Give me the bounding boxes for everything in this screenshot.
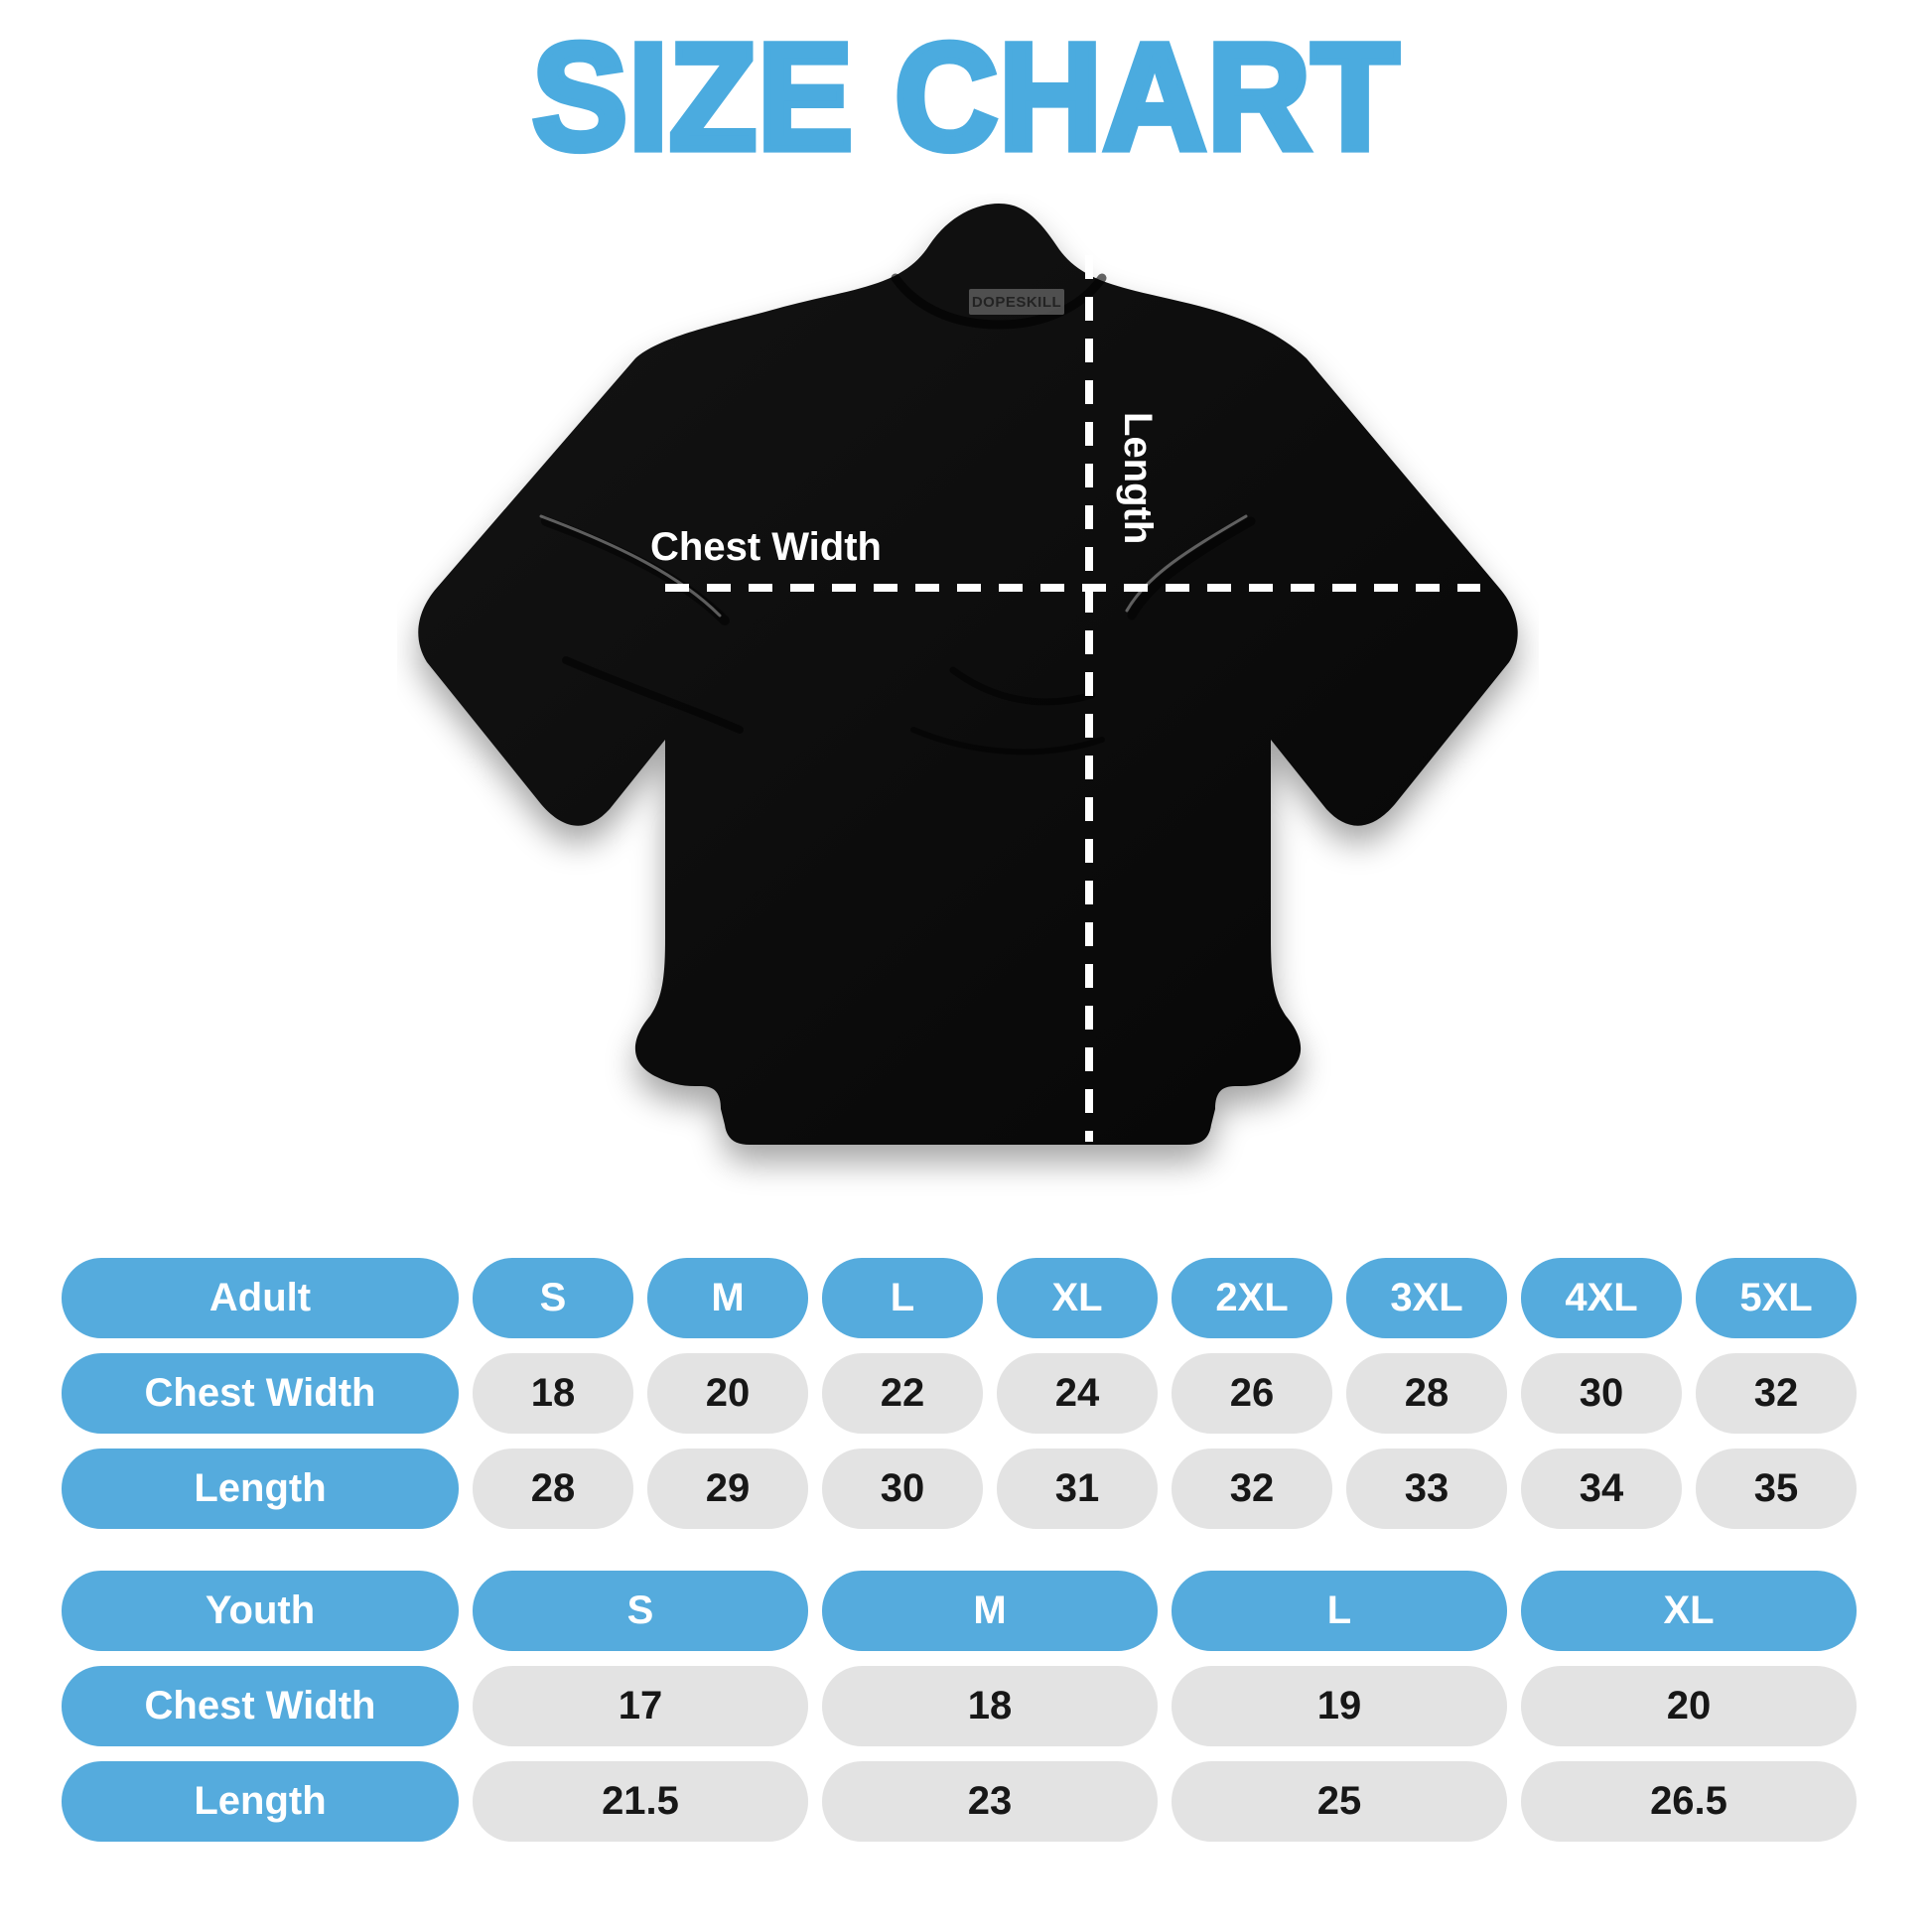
svg-text:DOPESKILL: DOPESKILL (972, 294, 1061, 311)
svg-text:Chest Width: Chest Width (650, 525, 882, 569)
svg-text:Length: Length (1116, 412, 1160, 544)
